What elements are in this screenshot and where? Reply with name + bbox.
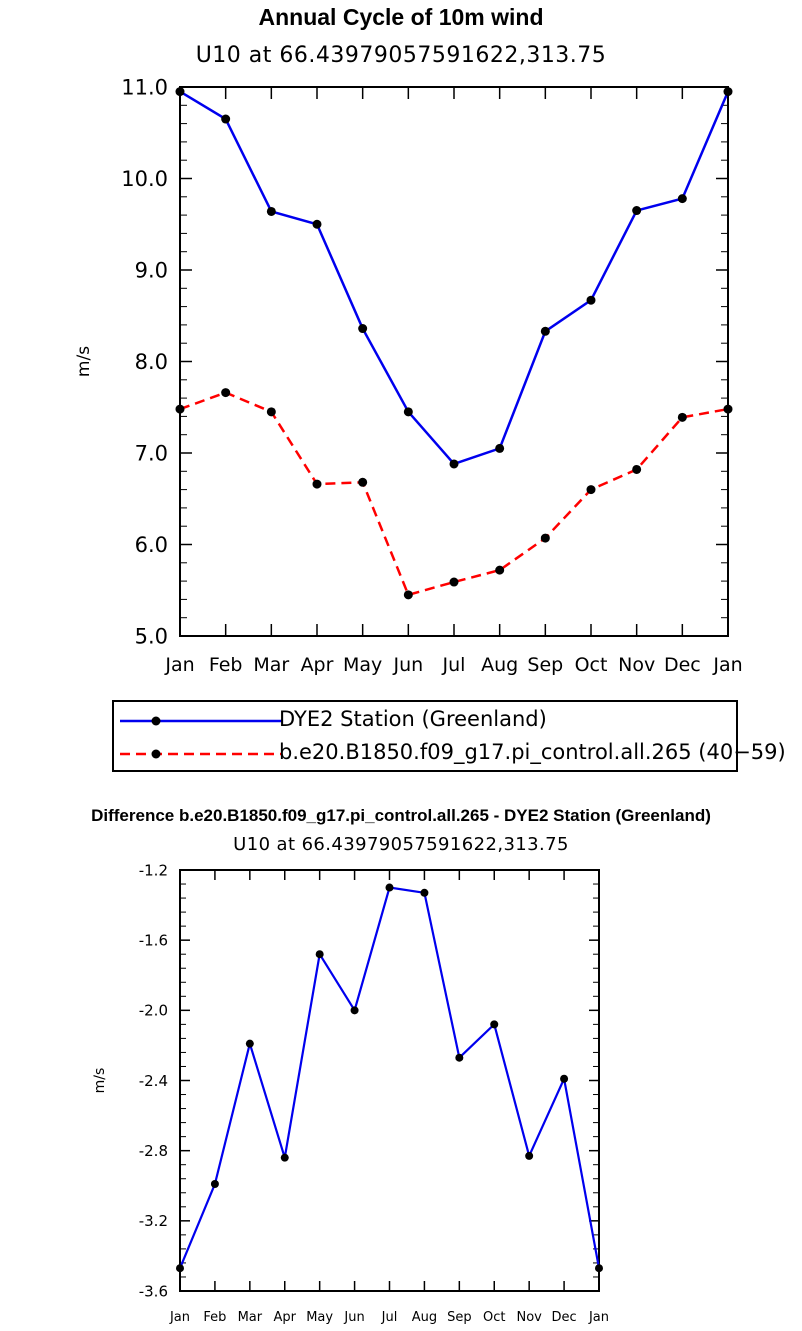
series-1-point bbox=[175, 404, 185, 414]
plot-frame bbox=[179, 86, 729, 637]
series-0-point bbox=[449, 459, 459, 469]
series-0-point bbox=[490, 1020, 499, 1029]
x-tick-label: May bbox=[306, 1310, 333, 1325]
series-0-point bbox=[385, 883, 394, 892]
series-0-point bbox=[595, 1264, 603, 1273]
x-tick-label: Jan bbox=[588, 1310, 609, 1325]
x-tick-label: Dec bbox=[664, 654, 701, 676]
series-0-point bbox=[358, 324, 368, 334]
x-tick-label: Oct bbox=[575, 654, 608, 676]
series-1-point bbox=[677, 412, 687, 422]
series-0-point bbox=[266, 206, 276, 216]
x-tick-label: Mar bbox=[253, 654, 289, 676]
x-tick-label: Nov bbox=[516, 1310, 542, 1325]
y-tick-label: 7.0 bbox=[135, 442, 168, 466]
series-0-point bbox=[632, 206, 642, 216]
series-0-point bbox=[175, 87, 185, 97]
series-0-point bbox=[221, 114, 231, 124]
x-tick-label: Jun bbox=[343, 1310, 364, 1325]
series-1-point bbox=[358, 477, 368, 487]
series-1-point bbox=[221, 388, 231, 398]
series-0-point bbox=[315, 950, 324, 959]
x-tick-label: Jun bbox=[392, 654, 423, 676]
x-tick-label: Dec bbox=[552, 1310, 577, 1325]
series-0-point bbox=[420, 888, 429, 897]
legend-label-station: DYE2 Station (Greenland) bbox=[279, 707, 547, 731]
x-tick-label: Jul bbox=[381, 1310, 398, 1325]
y-tick-label: 9.0 bbox=[135, 259, 168, 283]
y-tick-label: 6.0 bbox=[135, 533, 168, 557]
y-tick-label: 8.0 bbox=[135, 350, 168, 374]
y-tick-label: -2.0 bbox=[139, 1002, 168, 1020]
y-tick-label: -3.6 bbox=[139, 1282, 168, 1300]
series-0-point bbox=[280, 1153, 289, 1162]
legend-item-station: DYE2 Station (Greenland) bbox=[114, 704, 736, 738]
y-tick-label: -1.2 bbox=[139, 861, 168, 879]
legend-item-model: b.e20.B1850.f09_g17.pi_control.all.265 (… bbox=[114, 737, 786, 771]
series-0-point bbox=[455, 1053, 464, 1062]
legend: DYE2 Station (Greenland) b.e20.B1850.f09… bbox=[112, 700, 786, 772]
series-0-point bbox=[495, 443, 505, 453]
y-tick-label: 5.0 bbox=[135, 625, 168, 649]
series-1-point bbox=[632, 464, 642, 474]
chart-subtitle: U10 at 66.43979057591622,313.75 bbox=[195, 43, 607, 68]
x-tick-label: Jan bbox=[164, 654, 194, 676]
x-tick-label: Aug bbox=[412, 1310, 437, 1325]
x-tick-label: May bbox=[343, 654, 382, 676]
y-tick-label: 10.0 bbox=[121, 167, 168, 191]
series-1-point bbox=[312, 479, 322, 489]
series-0-point bbox=[586, 295, 596, 305]
series-1-point bbox=[403, 590, 413, 600]
difference-chart-subtitle: U10 at 66.43979057591622,313.75 bbox=[233, 834, 569, 855]
legend-label-model: b.e20.B1850.f09_g17.pi_control.all.265 (… bbox=[279, 740, 786, 764]
series-1-point bbox=[586, 485, 596, 495]
series-1-point bbox=[449, 577, 459, 587]
series-1-point bbox=[495, 565, 505, 575]
plot-frame bbox=[179, 869, 600, 1292]
legend-swatch-model bbox=[120, 749, 282, 759]
difference-chart-title: Difference b.e20.B1850.f09_g17.pi_contro… bbox=[91, 806, 711, 825]
chart-title: Annual Cycle of 10m wind bbox=[258, 4, 544, 30]
x-tick-label: Jul bbox=[442, 654, 466, 676]
series-0-point bbox=[525, 1151, 534, 1160]
x-tick-label: Sep bbox=[447, 1310, 472, 1325]
y-tick-label: -2.4 bbox=[139, 1072, 168, 1090]
series-0-point bbox=[350, 1006, 359, 1015]
y-axis-label: m/s bbox=[92, 1068, 108, 1094]
y-tick-label: -1.6 bbox=[139, 932, 168, 950]
x-tick-label: Jan bbox=[169, 1310, 190, 1325]
x-tick-label: Aug bbox=[481, 654, 518, 676]
x-tick-label: Feb bbox=[203, 1310, 226, 1325]
x-tick-label: Oct bbox=[483, 1310, 505, 1325]
series-0-point bbox=[210, 1179, 219, 1188]
series-0-point bbox=[245, 1039, 254, 1048]
series-0-point bbox=[560, 1074, 569, 1083]
x-tick-label: Feb bbox=[209, 654, 243, 676]
series-0-point bbox=[312, 219, 322, 229]
series-1-point bbox=[540, 533, 550, 543]
series-1-point bbox=[266, 407, 276, 417]
y-tick-label: 11.0 bbox=[121, 76, 168, 100]
y-tick-label: -3.2 bbox=[139, 1212, 168, 1230]
series-1-point bbox=[723, 404, 733, 414]
series-line-0 bbox=[178, 886, 601, 1269]
legend-swatch-station bbox=[120, 716, 282, 726]
series-0-point bbox=[540, 326, 550, 336]
annual-cycle-chart: 5.0 6.0 7.0 8.0 9.0 10.0 11.0 Jan Feb Mar Apr May Ju… bbox=[74, 76, 743, 676]
y-tick-label: -2.8 bbox=[139, 1142, 168, 1160]
x-tick-label: Mar bbox=[238, 1310, 263, 1325]
x-tick-label: Sep bbox=[527, 654, 563, 676]
series-line-1 bbox=[179, 391, 729, 597]
x-tick-label: Jan bbox=[712, 654, 742, 676]
series-0-point bbox=[176, 1264, 184, 1273]
y-axis-label: m/s bbox=[74, 346, 94, 377]
series-0-point bbox=[403, 407, 413, 417]
x-tick-label: Nov bbox=[618, 654, 655, 676]
series-0-point bbox=[677, 194, 687, 204]
x-tick-label: Apr bbox=[274, 1310, 297, 1325]
x-tick-label: Apr bbox=[301, 654, 334, 676]
series-0-point bbox=[723, 87, 733, 97]
